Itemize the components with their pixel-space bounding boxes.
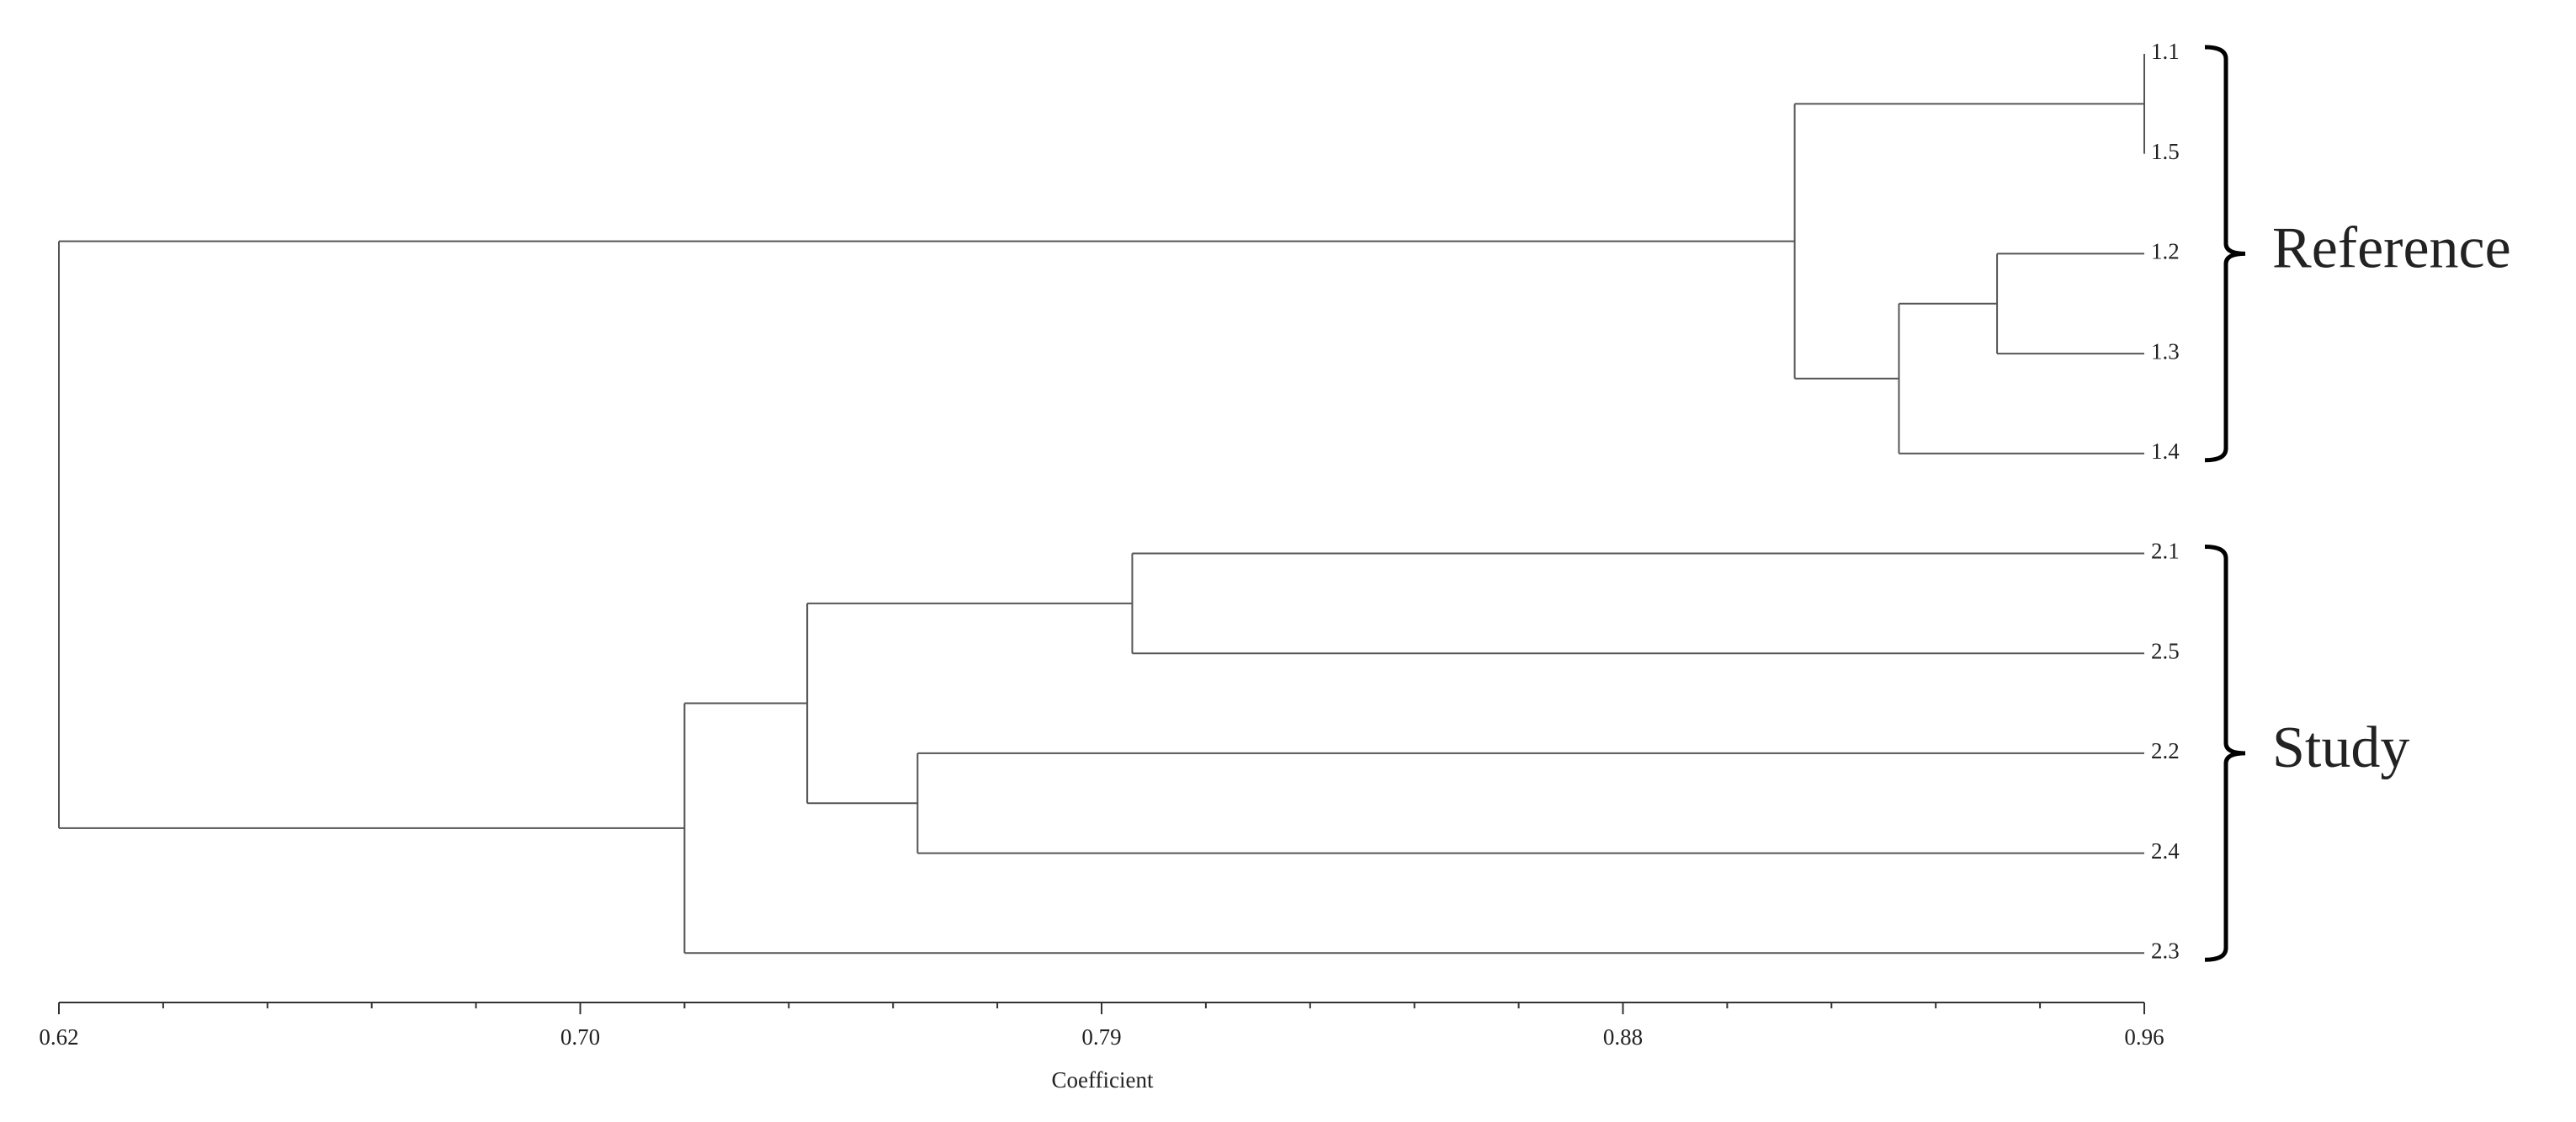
leaf-label: 1.4 — [2151, 439, 2180, 464]
leaf-label: 1.2 — [2151, 239, 2180, 264]
group-bracket — [2204, 45, 2246, 463]
x-tick-label: 0.88 — [1603, 1024, 1643, 1050]
group-label: Reference — [2272, 215, 2511, 280]
x-tick-label: 0.79 — [1081, 1024, 1121, 1050]
leaf-label: 1.5 — [2151, 139, 2180, 164]
leaf-label: 2.2 — [2151, 738, 2180, 763]
x-tick-label: 0.70 — [560, 1024, 600, 1050]
group-bracket — [2204, 545, 2246, 962]
leaf-label: 2.3 — [2151, 939, 2180, 964]
leaf-label: 2.4 — [2151, 838, 2180, 864]
leaf-label: 1.1 — [2151, 39, 2180, 64]
group-label: Study — [2272, 715, 2409, 780]
x-tick-label: 0.96 — [2124, 1024, 2164, 1050]
x-axis-title: Coefficient — [1052, 1067, 1154, 1093]
leaf-label: 2.5 — [2151, 638, 2180, 663]
leaf-label: 1.3 — [2151, 338, 2180, 364]
x-tick-label: 0.62 — [39, 1024, 78, 1050]
leaf-label: 2.1 — [2151, 539, 2180, 564]
